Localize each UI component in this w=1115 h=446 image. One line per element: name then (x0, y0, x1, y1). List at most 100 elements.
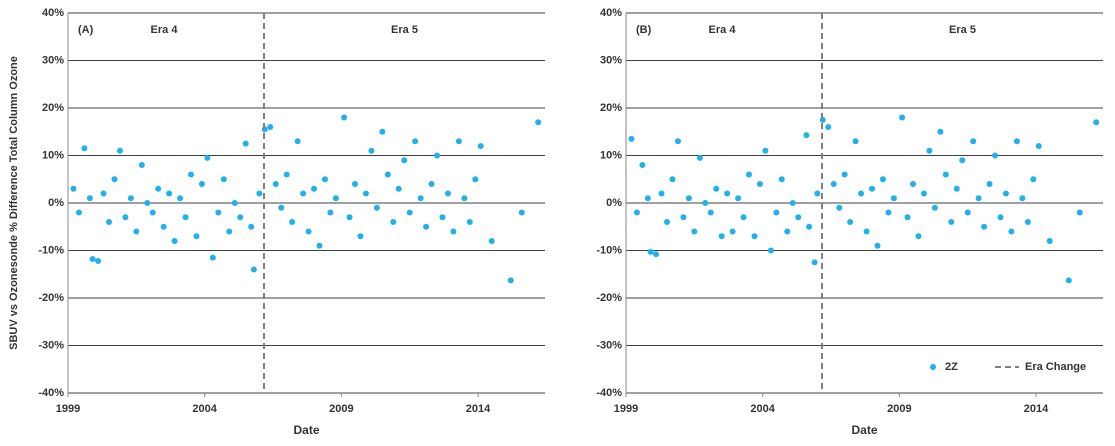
point (220, 176, 227, 183)
point (992, 152, 999, 159)
point (352, 181, 359, 187)
point (789, 200, 796, 206)
y-tick-label: 10% (42, 149, 64, 161)
point (166, 190, 173, 197)
point (89, 256, 96, 263)
point (237, 214, 244, 221)
panel-label: (B) (636, 24, 652, 36)
y-tick-label: 0% (606, 197, 622, 209)
y-tick-label: -10% (596, 244, 622, 256)
point (379, 128, 386, 135)
point (209, 254, 216, 261)
point (127, 195, 134, 202)
point (806, 223, 813, 230)
point (368, 147, 375, 154)
point (357, 233, 364, 240)
point (975, 195, 982, 202)
point (942, 171, 949, 178)
point (198, 181, 205, 187)
point (488, 238, 495, 244)
point (311, 185, 318, 192)
point (926, 147, 933, 154)
point (1008, 228, 1015, 235)
x-axis-title: Date (293, 423, 319, 437)
point (138, 162, 145, 168)
point (362, 190, 369, 197)
point (751, 233, 758, 240)
point (395, 185, 402, 192)
point (384, 171, 391, 178)
point (406, 209, 413, 216)
point (401, 157, 408, 164)
point (248, 223, 255, 230)
y-tick-label: -40% (38, 387, 64, 399)
point (466, 219, 473, 225)
point (948, 219, 955, 225)
point (472, 176, 479, 183)
x-tick-label: 1999 (614, 403, 638, 415)
point (691, 228, 698, 235)
point (685, 195, 692, 202)
point (718, 233, 725, 240)
point (959, 157, 966, 164)
point (890, 195, 897, 202)
point (70, 185, 77, 192)
point (215, 209, 222, 216)
point (267, 124, 274, 130)
point (455, 138, 462, 145)
point (193, 233, 200, 240)
point (931, 204, 938, 211)
point (762, 147, 769, 154)
era-label: Era 4 (151, 24, 179, 36)
point (1019, 195, 1026, 202)
point (283, 171, 290, 178)
point (1046, 238, 1053, 244)
x-tick-label: 1999 (56, 403, 80, 415)
point (858, 190, 865, 197)
point (841, 171, 848, 178)
y-tick-label: -30% (596, 339, 622, 351)
point (535, 119, 542, 126)
point (417, 195, 424, 202)
point (144, 200, 151, 206)
point (964, 209, 971, 216)
point (696, 154, 703, 161)
point (830, 181, 837, 187)
point (1013, 138, 1020, 145)
point (1076, 209, 1083, 216)
point (784, 228, 791, 235)
point (702, 200, 709, 206)
point (724, 190, 731, 197)
point (81, 145, 88, 152)
point (653, 251, 660, 258)
point (803, 132, 810, 139)
x-tick-label: 2004 (750, 403, 775, 415)
point (713, 185, 720, 192)
legend-label: 2Z (945, 361, 958, 373)
point (680, 214, 687, 221)
y-tick-label: 40% (600, 7, 622, 19)
point (756, 181, 763, 187)
point (412, 138, 419, 145)
point (937, 128, 944, 135)
point (316, 242, 323, 249)
y-tick-label: 10% (600, 149, 622, 161)
point (735, 195, 742, 202)
point (740, 214, 747, 221)
point (226, 228, 233, 235)
point (899, 114, 906, 121)
point (825, 124, 832, 130)
point (423, 223, 430, 230)
point (633, 209, 640, 216)
y-tick-label: 0% (48, 197, 64, 209)
point (346, 214, 353, 221)
point (1093, 119, 1100, 126)
point (106, 219, 113, 225)
point (773, 209, 780, 216)
point (814, 190, 821, 197)
panel-label: (A) (78, 24, 94, 36)
point (390, 219, 397, 225)
era-label: Era 4 (709, 24, 737, 36)
x-tick-label: 2014 (466, 403, 491, 415)
point (171, 238, 178, 244)
